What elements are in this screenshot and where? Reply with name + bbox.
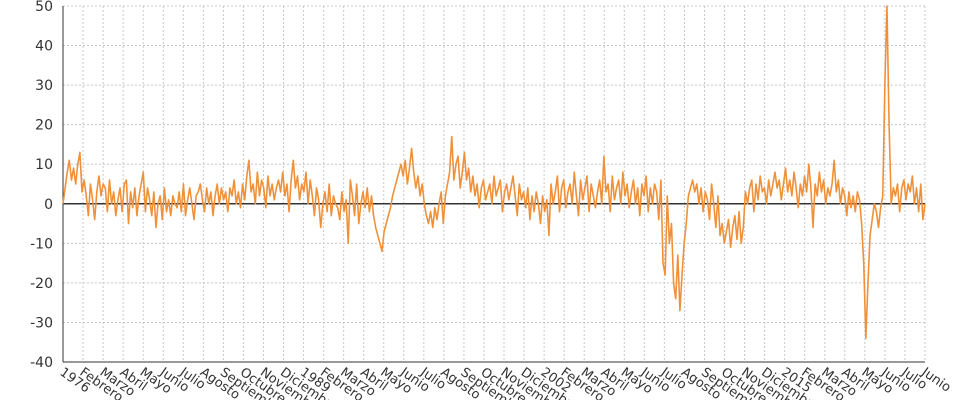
x-tick-label: Junio: [918, 364, 954, 395]
y-tick-label: -30: [30, 315, 53, 331]
y-tick-labels: -40 -30 -20 -10 0 10 20 30 40 50: [30, 0, 53, 371]
y-tick-label: 0: [44, 197, 53, 213]
y-tick-label: 50: [35, 0, 53, 15]
x-tick-labels: 1976FebreroMarzoAbrilMayoJunioJulioAgost…: [57, 364, 954, 400]
y-tick-label: 20: [35, 118, 53, 134]
x-gridlines: [62, 6, 926, 362]
y-tick-label: -40: [30, 355, 53, 371]
y-tick-label: -20: [30, 276, 53, 292]
y-tick-label: 40: [35, 39, 53, 55]
y-tick-label: -10: [30, 236, 53, 252]
y-tick-label: 30: [35, 78, 53, 94]
y-tick-label: 10: [35, 157, 53, 173]
series-line: [62, 5, 926, 340]
